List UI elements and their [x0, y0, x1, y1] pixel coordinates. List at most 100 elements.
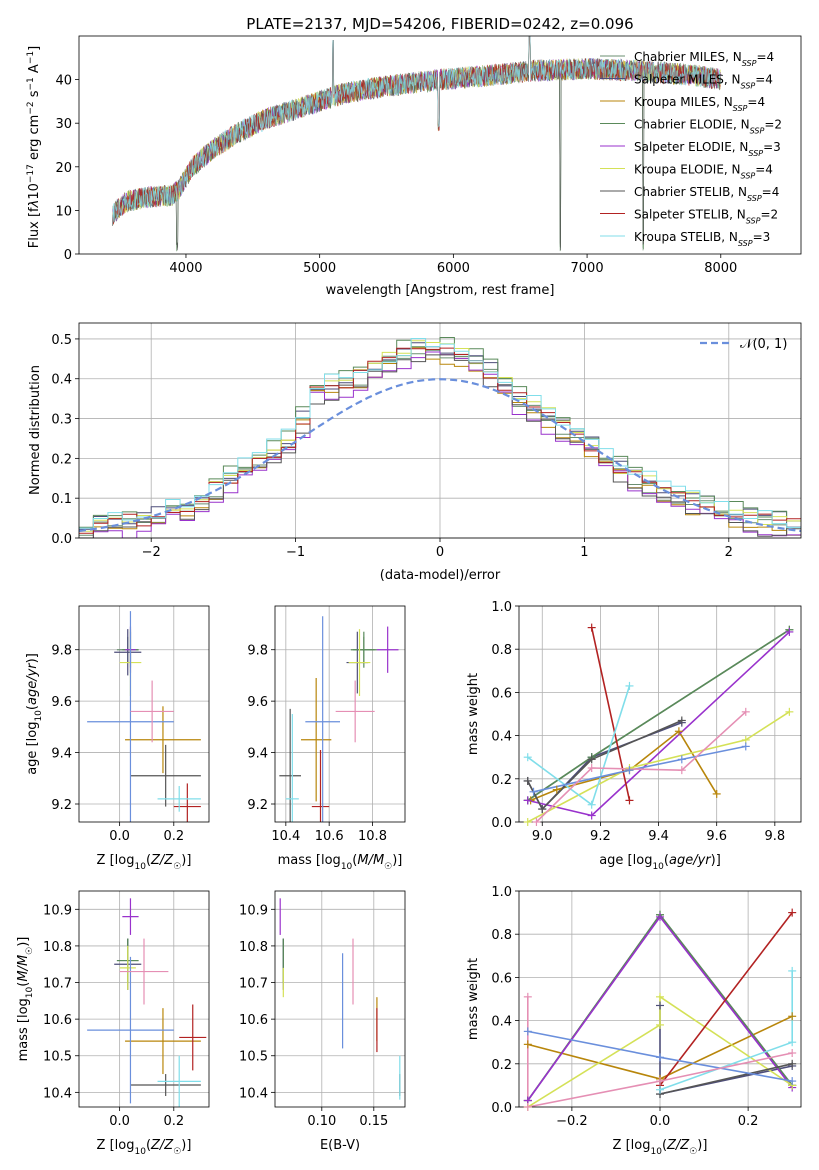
axes-frame [518, 890, 802, 1108]
y-tick-label: 10.6 [239, 1013, 268, 1028]
x-axis-label: mass [log10(M/M☉)] [278, 853, 403, 872]
legend-label: Salpeter STELIB, NSSP=2 [634, 208, 778, 226]
y-tick-label: 10.7 [239, 977, 268, 992]
plot-area-age-vs-metallicity [87, 611, 201, 822]
weight-line [659, 912, 793, 1086]
x-tick-label: 2 [725, 545, 733, 560]
y-tick-label: 10.4 [239, 1086, 268, 1101]
x-tick-label: 10.6 [315, 829, 344, 844]
legend-label: Chabrier MILES, NSSP=4 [634, 50, 774, 68]
weight-line [659, 1063, 793, 1095]
plot-area-residuals [79, 337, 801, 538]
figure-title: PLATE=2137, MJD=54206, FIBERID=0242, z=0… [246, 15, 633, 33]
y-tick-label: 9.4 [247, 747, 268, 762]
y-tick-label: 0 [64, 248, 72, 263]
x-tick-label: 0.10 [307, 1114, 336, 1129]
x-tick-label: 0.2 [738, 1114, 759, 1129]
residual-histogram [79, 347, 801, 534]
y-tick-label: 0.2 [51, 452, 72, 467]
panel-residuals: −2 −1 0 1 2 0.0 0.1 0.2 0.3 0.4 0.5 𝒩(0, 1) (data-mo… [28, 322, 802, 583]
x-axis-label: wavelength [Angstrom, rest frame] [326, 283, 555, 298]
y-tick-label: 0.0 [491, 1101, 512, 1116]
residual-histogram [79, 347, 801, 538]
x-tick-label: 0.0 [109, 1114, 130, 1129]
x-tick-label: 9.0 [532, 829, 553, 844]
y-tick-label: 20 [55, 161, 72, 176]
y-tick-label: 0.0 [51, 532, 72, 547]
spectrum-line [112, 36, 721, 226]
x-tick-label: 8000 [704, 261, 737, 276]
y-tick-label: 10.4 [43, 1086, 72, 1101]
y-tick-label: 9.8 [247, 644, 268, 659]
x-tick-label: 9.6 [706, 829, 727, 844]
weight-line [527, 996, 793, 1107]
residual-histogram [79, 338, 801, 529]
plot-area-age-vs-mass [279, 616, 399, 822]
axes-frame [78, 322, 802, 539]
x-tick-label: 5000 [303, 261, 336, 276]
y-tick-label: 10.8 [239, 940, 268, 955]
y-tick-label: 0.4 [51, 373, 72, 388]
x-tick-label: 0.0 [109, 829, 130, 844]
x-tick-label: 0.2 [163, 829, 184, 844]
y-tick-label: 9.8 [51, 644, 72, 659]
residual-histogram [79, 351, 801, 538]
y-tick-label: 30 [55, 117, 72, 132]
y-tick-label: 9.4 [51, 747, 72, 762]
legend-label: Salpeter ELODIE, NSSP=3 [634, 140, 781, 158]
panel-age-vs-mass: 10.4 10.6 10.8 9.2 9.4 9.6 9.8 mass [log10(M/M☉… [247, 605, 406, 872]
y-tick-label: 40 [55, 74, 72, 89]
x-axis-label: Z [log10(Z/Z☉)] [613, 1138, 708, 1157]
legend-label: Salpeter MILES, NSSP=4 [634, 73, 773, 91]
y-tick-label: 0.3 [51, 413, 72, 428]
y-tick-label: 1.0 [491, 600, 512, 615]
y-tick-label: 0.6 [491, 686, 512, 701]
x-tick-label: 1 [580, 545, 588, 560]
y-tick-label: 10.5 [239, 1050, 268, 1065]
x-tick-label: 9.8 [764, 829, 785, 844]
spectrum-line [112, 36, 721, 251]
x-tick-label: 7000 [571, 261, 604, 276]
x-tick-label: 10.4 [271, 829, 300, 844]
panel-spectrum: 4000 5000 6000 7000 8000 0 10 20 30 40 Chabrier MI… [26, 35, 802, 298]
x-tick-label: 10.8 [358, 829, 387, 844]
y-tick-label: 9.6 [51, 695, 72, 710]
y-tick-label: 0.2 [491, 773, 512, 788]
legend-label: 𝒩(0, 1) [740, 337, 787, 352]
residual-histogram [79, 354, 801, 538]
x-axis-label: Z [log10(Z/Z☉)] [97, 1138, 192, 1157]
panel-mass-vs-metallicity: 0.0 0.2 10.4 10.5 10.6 10.7 10.8 10.9 Z [log10(Z… [16, 890, 210, 1157]
y-tick-label: 9.2 [51, 798, 72, 813]
x-tick-label: −0.2 [556, 1114, 588, 1129]
legend-label: Kroupa ELODIE, NSSP=4 [634, 163, 773, 181]
x-axis-label: Z [log10(Z/Z☉)] [97, 853, 192, 872]
y-axis-label: mass [log10(M/M☉)] [16, 937, 35, 1062]
x-tick-label: 9.2 [590, 829, 611, 844]
y-tick-label: 0.8 [491, 928, 512, 943]
panel-weight-vs-metallicity: −0.2 0.0 0.2 0.0 0.2 0.4 0.6 0.8 1.0 Z [log10(Z/Z… [466, 885, 802, 1157]
legend-label: Chabrier STELIB, NSSP=4 [634, 185, 779, 203]
axes-frame [274, 890, 406, 1108]
y-tick-label: 9.2 [247, 798, 268, 813]
x-tick-label: 0.15 [359, 1114, 388, 1129]
y-axis-label: age [log10(age/yr)] [25, 653, 44, 775]
normal-curve [79, 378, 801, 533]
y-axis-label: Normed distribution [28, 365, 43, 495]
y-axis-label: mass weight [466, 958, 481, 1040]
x-axis-label: (data-model)/error [380, 568, 501, 583]
x-tick-label: 6000 [437, 261, 470, 276]
y-tick-label: 1.0 [491, 885, 512, 900]
y-tick-label: 9.6 [247, 695, 268, 710]
axes-frame [78, 35, 802, 255]
y-tick-label: 0.1 [51, 492, 72, 507]
y-tick-label: 10.9 [43, 903, 72, 918]
axes-frame [274, 605, 406, 823]
y-tick-label: 10.8 [43, 940, 72, 955]
y-tick-label: 10.9 [239, 903, 268, 918]
legend-label: Kroupa MILES, NSSP=4 [634, 95, 765, 113]
x-tick-label: 0.2 [163, 1114, 184, 1129]
y-tick-label: 10.7 [43, 977, 72, 992]
x-tick-label: 9.4 [648, 829, 669, 844]
y-tick-label: 10.5 [43, 1050, 72, 1065]
y-tick-label: 10 [55, 204, 72, 219]
